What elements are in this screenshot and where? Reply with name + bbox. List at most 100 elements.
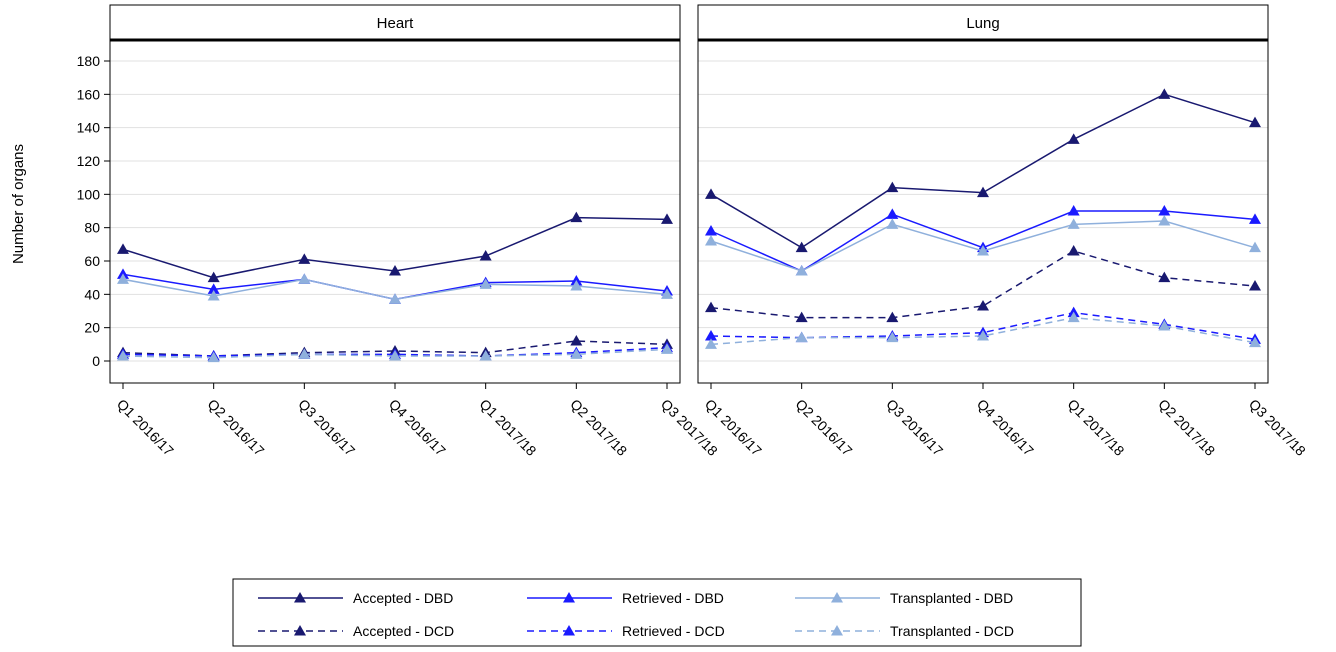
legend-item: Transplanted - DBD	[795, 590, 1013, 606]
legend-marker	[563, 592, 575, 603]
data-point-marker	[795, 241, 808, 253]
x-tick-label: Q2 2016/17	[793, 396, 856, 459]
legend-item: Transplanted - DCD	[795, 623, 1014, 639]
x-tick-label: Q3 2016/17	[883, 396, 946, 459]
legend-item: Accepted - DCD	[258, 623, 454, 639]
series-line	[710, 210, 1256, 272]
data-point-marker	[1158, 320, 1171, 331]
legend-item: Retrieved - DCD	[527, 623, 725, 639]
series-accepted-dbd	[117, 211, 673, 283]
legend: Accepted - DBD Retrieved - DBD Transplante…	[232, 578, 1082, 647]
y-axis-label: Number of organs	[10, 144, 27, 264]
data-point-marker	[705, 301, 717, 313]
panel-header	[109, 4, 681, 41]
x-tick-label: Q4 2016/17	[386, 396, 449, 459]
data-point-marker	[117, 350, 129, 361]
data-point-marker	[661, 288, 673, 299]
y-tick-label: 140	[77, 120, 101, 136]
data-point-marker	[1067, 245, 1080, 256]
data-point-marker	[977, 245, 989, 256]
data-point-marker	[570, 348, 583, 359]
y-tick-label: 120	[77, 153, 101, 169]
data-point-marker	[886, 311, 899, 323]
y-tick-label: 180	[77, 53, 101, 69]
series-line	[710, 93, 1256, 249]
series-transplanted-dbd	[705, 215, 1261, 276]
y-tick-label: 100	[77, 186, 101, 202]
series-transplanted-dcd	[117, 343, 673, 363]
data-point-marker	[795, 265, 808, 276]
data-point-marker	[389, 293, 401, 304]
y-tick-label: 60	[84, 253, 100, 269]
data-point-marker	[661, 213, 673, 224]
panel-title: Heart	[377, 15, 415, 32]
data-point-marker	[705, 188, 717, 199]
x-tick-label: Q1 2017/18	[1065, 396, 1128, 459]
legend-marker	[294, 625, 306, 636]
data-point-marker	[1249, 241, 1261, 253]
legend-marker	[563, 625, 575, 636]
data-point-marker	[1158, 271, 1171, 283]
data-point-marker	[570, 335, 583, 346]
panel-heart: Heart 0 20 40 60 80 100 120 140 160 180 Q1 2016/17 Q…	[77, 4, 721, 459]
data-point-marker	[886, 331, 899, 343]
data-point-marker	[207, 271, 220, 283]
legend-item: Retrieved - DBD	[527, 590, 724, 606]
x-tick-label: Q4 2016/17	[974, 396, 1037, 459]
y-tick-label: 20	[84, 320, 100, 336]
data-point-marker	[298, 253, 311, 264]
legend-marker	[831, 592, 843, 603]
data-point-marker	[479, 278, 492, 289]
series-accepted-dcd	[705, 245, 1261, 323]
panel-header	[697, 4, 1269, 41]
legend-label: Accepted - DCD	[353, 623, 454, 639]
data-point-marker	[570, 211, 583, 223]
data-point-marker	[1067, 205, 1080, 216]
legend-marker	[831, 625, 843, 636]
data-point-marker	[661, 343, 673, 354]
data-point-marker	[1249, 336, 1261, 348]
data-point-marker	[207, 351, 220, 363]
x-tick-label: Q1 2016/17	[114, 396, 177, 459]
data-point-marker	[298, 273, 311, 284]
data-point-marker	[479, 350, 492, 361]
data-point-marker	[1249, 116, 1261, 128]
series-transplanted-dbd	[117, 273, 673, 304]
x-tick-label: Q3 2017/18	[1246, 396, 1309, 459]
legend-label: Transplanted - DCD	[890, 623, 1014, 639]
x-tick-label: Q3 2016/17	[295, 396, 358, 459]
series-transplanted-dcd	[705, 311, 1261, 349]
y-tick-label: 0	[92, 353, 100, 369]
data-point-marker	[795, 311, 808, 323]
data-point-marker	[1158, 88, 1171, 99]
data-point-marker	[117, 243, 129, 254]
legend-label: Retrieved - DBD	[622, 590, 724, 606]
x-tick-label: Q2 2017/18	[567, 396, 630, 459]
data-point-marker	[1067, 218, 1080, 229]
x-tick-label: Q1 2017/18	[477, 396, 540, 459]
data-point-marker	[886, 218, 899, 229]
y-tick-label: 40	[84, 286, 100, 302]
data-point-marker	[1067, 311, 1080, 323]
data-point-marker	[886, 208, 899, 219]
data-point-marker	[207, 283, 220, 294]
data-point-marker	[1158, 205, 1171, 216]
x-tick-label: Q2 2017/18	[1155, 396, 1218, 459]
legend-label: Retrieved - DCD	[622, 623, 725, 639]
data-point-marker	[977, 300, 989, 311]
plot-area-frame	[109, 39, 681, 384]
legend-item: Accepted - DBD	[258, 590, 453, 606]
legend-label: Accepted - DBD	[353, 590, 453, 606]
data-point-marker	[1249, 280, 1261, 291]
data-point-marker	[705, 235, 717, 246]
series-accepted-dbd	[705, 88, 1261, 253]
data-point-marker	[705, 338, 717, 349]
data-point-marker	[705, 225, 717, 236]
legend-label: Transplanted - DBD	[890, 590, 1013, 606]
data-point-marker	[795, 331, 808, 343]
data-point-marker	[389, 350, 401, 361]
data-point-marker	[479, 250, 492, 261]
data-point-marker	[570, 280, 583, 291]
